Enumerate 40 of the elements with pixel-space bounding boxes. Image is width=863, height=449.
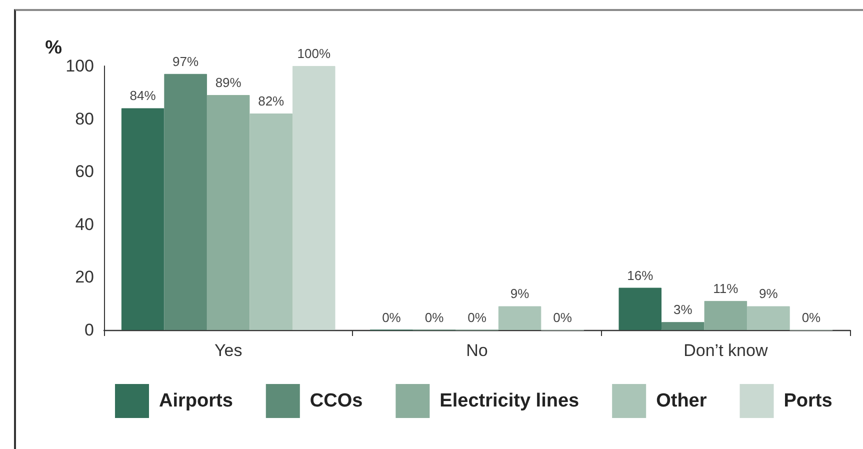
bar [121, 108, 164, 330]
bar [164, 74, 207, 330]
data-label: 16% [627, 268, 654, 283]
y-tick-label: 0 [84, 320, 94, 340]
x-tick-label: Don’t know [684, 341, 768, 360]
y-tick-label: 100 [66, 56, 94, 76]
data-label: 89% [215, 75, 242, 90]
data-label: 3% [674, 302, 693, 318]
data-label: 82% [258, 94, 285, 109]
bar [747, 306, 790, 330]
bar [206, 95, 250, 330]
data-label: 11% [713, 280, 739, 296]
data-label: 9% [759, 286, 778, 302]
bar [704, 300, 748, 330]
bar [662, 322, 704, 330]
bar [618, 288, 662, 330]
y-tick-label: 40 [75, 214, 94, 234]
legend-label: Other [656, 390, 708, 412]
data-label: 0% [424, 310, 444, 325]
bar [292, 66, 336, 330]
bar [250, 114, 292, 330]
data-label: 0% [802, 310, 822, 325]
legend-label: Airports [159, 390, 233, 412]
x-tick-label: No [466, 341, 488, 360]
data-label: 97% [172, 54, 200, 69]
y-tick-label: 20 [75, 268, 94, 287]
bar [498, 306, 542, 330]
data-label: 0% [468, 310, 487, 325]
data-label: 0% [382, 310, 402, 325]
y-tick-label: 60 [75, 162, 94, 182]
data-label: 84% [130, 88, 156, 104]
data-label: 9% [510, 286, 530, 302]
legend-label: Ports [784, 390, 832, 412]
y-tick-label: 80 [75, 109, 94, 128]
y-axis-title: % [45, 38, 62, 59]
legend-label: CCOs [310, 390, 363, 412]
data-label: 0% [553, 310, 572, 325]
legend-label: Electricity lines [440, 390, 580, 412]
x-tick-label: Yes [214, 341, 242, 360]
data-label: 100% [297, 46, 331, 61]
